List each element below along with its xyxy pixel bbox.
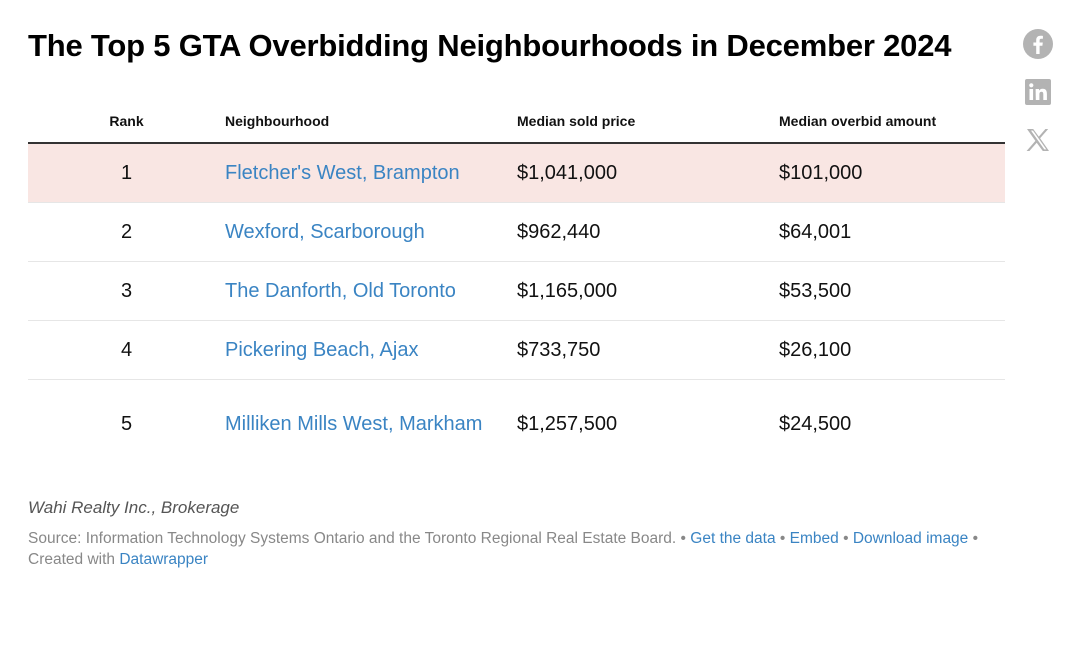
embed-link[interactable]: Embed <box>789 530 839 547</box>
separator: • <box>779 530 786 547</box>
overbidding-table: Rank Neighbourhood Median sold price Med… <box>28 100 1005 468</box>
linkedin-icon <box>1025 79 1051 105</box>
x-icon <box>1026 129 1049 151</box>
rank-cell: 4 <box>28 320 225 380</box>
table-row: 4 Pickering Beach, Ajax $733,750 $26,100 <box>28 320 1005 380</box>
get-the-data-link[interactable]: Get the data <box>690 530 776 547</box>
column-header-rank[interactable]: Rank <box>28 100 225 144</box>
neighbourhood-link[interactable]: Milliken Mills West, Markham <box>225 413 483 435</box>
separator: • <box>972 530 979 547</box>
datawrapper-link[interactable]: Datawrapper <box>119 551 209 568</box>
table-row: 1 Fletcher's West, Brampton $1,041,000 $… <box>28 143 1005 203</box>
table-row: 5 Milliken Mills West, Markham $1,257,50… <box>28 380 1005 469</box>
neighbourhood-link[interactable]: Wexford, Scarborough <box>225 221 425 243</box>
median-overbid-cell: $101,000 <box>779 143 1005 203</box>
median-overbid-cell: $24,500 <box>779 412 852 435</box>
rank-cell: 5 <box>120 412 133 435</box>
rank-cell: 2 <box>28 202 225 262</box>
median-sold-price-cell: $1,041,000 <box>517 143 779 203</box>
median-sold-price-cell: $733,750 <box>517 320 779 380</box>
linkedin-share-button[interactable] <box>1022 76 1054 108</box>
table-header-row: Rank Neighbourhood Median sold price Med… <box>28 100 1005 144</box>
source-text: Source: Information Technology Systems O… <box>28 530 677 547</box>
created-with-text: Created with <box>28 551 116 568</box>
table-row: 3 The Danforth, Old Toronto $1,165,000 $… <box>28 261 1005 321</box>
median-overbid-cell: $26,100 <box>779 320 1005 380</box>
neighbourhood-link[interactable]: The Danforth, Old Toronto <box>225 280 456 302</box>
median-sold-price-cell: $1,165,000 <box>517 261 779 321</box>
download-image-link[interactable]: Download image <box>852 530 969 547</box>
separator: • <box>843 530 849 547</box>
facebook-share-button[interactable] <box>1022 28 1054 60</box>
neighbourhood-link[interactable]: Fletcher's West, Brampton <box>225 162 460 184</box>
chart-notes: Source: Information Technology Systems O… <box>28 528 1048 570</box>
column-header-neighbourhood[interactable]: Neighbourhood <box>225 100 517 144</box>
chart-title: The Top 5 GTA Overbidding Neighbourhoods… <box>28 28 952 63</box>
median-overbid-cell: $53,500 <box>779 261 1005 321</box>
column-header-median-sold-price[interactable]: Median sold price <box>517 100 779 144</box>
facebook-icon <box>1023 29 1053 59</box>
share-buttons <box>1022 28 1054 172</box>
median-overbid-cell: $64,001 <box>779 202 1005 262</box>
median-sold-price-cell: $962,440 <box>517 202 779 262</box>
table-row: 2 Wexford, Scarborough $962,440 $64,001 <box>28 202 1005 262</box>
separator: • <box>680 530 686 547</box>
median-sold-price-cell: $1,257,500 <box>517 412 618 435</box>
column-header-median-overbid-amount[interactable]: Median overbid amount <box>779 100 1005 144</box>
x-share-button[interactable] <box>1022 124 1054 156</box>
byline: Wahi Realty Inc., Brokerage <box>28 498 240 517</box>
neighbourhood-link[interactable]: Pickering Beach, Ajax <box>225 339 419 361</box>
rank-cell: 1 <box>28 143 225 203</box>
rank-cell: 3 <box>28 261 225 321</box>
